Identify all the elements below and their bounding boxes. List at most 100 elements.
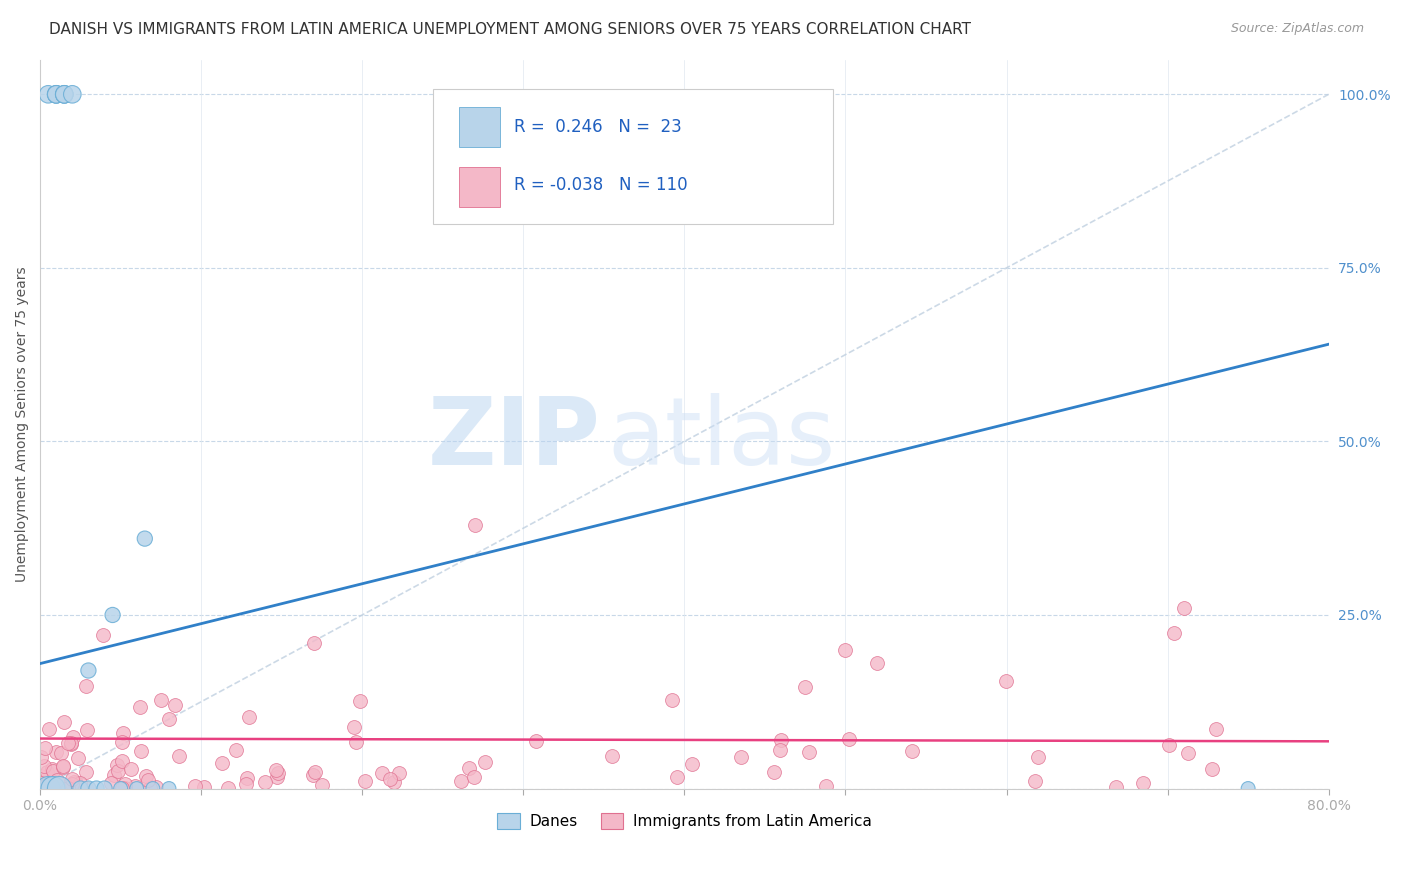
Point (193, 780, 215, 795)
Point (217, 780, 239, 795)
Point (93, 781, 115, 796)
Point (225, 743, 247, 757)
Point (77, 781, 100, 796)
Point (142, 781, 165, 796)
Point (458, 761, 481, 775)
Point (38, 723, 60, 737)
Point (34, 759, 56, 773)
Point (238, 710, 260, 724)
Point (42, 781, 65, 796)
Point (463, 770, 485, 784)
Point (304, 764, 326, 779)
Point (128, 700, 150, 714)
Point (30, 749, 52, 764)
Point (661, 692, 683, 706)
FancyBboxPatch shape (433, 89, 832, 224)
Point (131, 744, 153, 758)
Point (1201, 762, 1223, 776)
Point (45, 745, 67, 759)
Point (45, 87, 67, 102)
Point (526, 734, 548, 748)
Text: ZIP: ZIP (427, 392, 600, 484)
Point (37, 87, 59, 102)
Point (69, 776, 91, 790)
Point (60, 772, 83, 787)
Text: R =  0.246   N =  23: R = 0.246 N = 23 (515, 119, 682, 136)
Point (60, 776, 83, 790)
Point (58, 780, 80, 795)
Y-axis label: Unemployment Among Seniors over 75 years: Unemployment Among Seniors over 75 years (15, 266, 30, 582)
Point (1157, 739, 1180, 753)
Point (75, 679, 97, 693)
Point (378, 772, 401, 787)
Point (1132, 776, 1154, 790)
Point (41, 762, 63, 776)
Point (65, 776, 87, 790)
Point (66, 751, 89, 765)
Point (814, 780, 837, 794)
Point (37, 779, 59, 793)
Point (111, 781, 134, 796)
Point (63, 775, 86, 789)
Point (1173, 601, 1195, 615)
Point (353, 773, 375, 788)
Point (60, 87, 83, 102)
Point (37, 765, 59, 780)
Point (264, 763, 287, 777)
Point (388, 766, 411, 780)
Point (124, 780, 146, 794)
Point (343, 720, 366, 734)
Point (794, 680, 817, 694)
Point (45, 87, 67, 102)
Point (302, 768, 325, 782)
Point (134, 532, 156, 546)
FancyBboxPatch shape (458, 107, 501, 147)
Point (77, 664, 100, 678)
Point (681, 757, 703, 772)
Point (52, 760, 75, 774)
Point (797, 745, 820, 759)
Text: DANISH VS IMMIGRANTS FROM LATIN AMERICA UNEMPLOYMENT AMONG SENIORS OVER 75 YEARS: DANISH VS IMMIGRANTS FROM LATIN AMERICA … (49, 22, 972, 37)
Point (52, 759, 75, 773)
Point (120, 763, 142, 777)
Point (995, 673, 1018, 688)
Point (349, 694, 371, 708)
Point (184, 779, 207, 793)
Point (169, 748, 191, 763)
Point (267, 766, 290, 780)
Point (1163, 626, 1185, 640)
Point (60, 736, 83, 750)
Point (48, 781, 70, 796)
Point (69, 781, 91, 796)
Point (866, 656, 889, 670)
Point (111, 735, 134, 749)
Point (62, 730, 84, 744)
Point (91, 628, 114, 642)
Point (49, 746, 72, 760)
Point (382, 775, 405, 789)
Point (42, 764, 65, 778)
Point (86, 781, 108, 796)
Point (1237, 781, 1260, 796)
Point (344, 735, 367, 749)
Point (1105, 780, 1128, 794)
Point (901, 744, 924, 758)
Point (125, 781, 148, 796)
Point (30, 768, 52, 782)
Point (311, 778, 333, 792)
Point (37, 781, 59, 796)
Point (474, 755, 496, 769)
Point (1177, 747, 1199, 761)
Point (105, 758, 128, 772)
Text: R = -0.038   N = 110: R = -0.038 N = 110 (515, 176, 688, 194)
Point (35, 778, 58, 792)
Point (769, 743, 792, 757)
Point (101, 607, 124, 622)
Point (53, 87, 76, 102)
Point (76, 723, 98, 738)
Legend: Danes, Immigrants from Latin America: Danes, Immigrants from Latin America (491, 807, 877, 836)
Text: atlas: atlas (607, 392, 835, 484)
Text: Source: ZipAtlas.com: Source: ZipAtlas.com (1230, 22, 1364, 36)
Point (114, 777, 136, 791)
Point (371, 765, 394, 780)
